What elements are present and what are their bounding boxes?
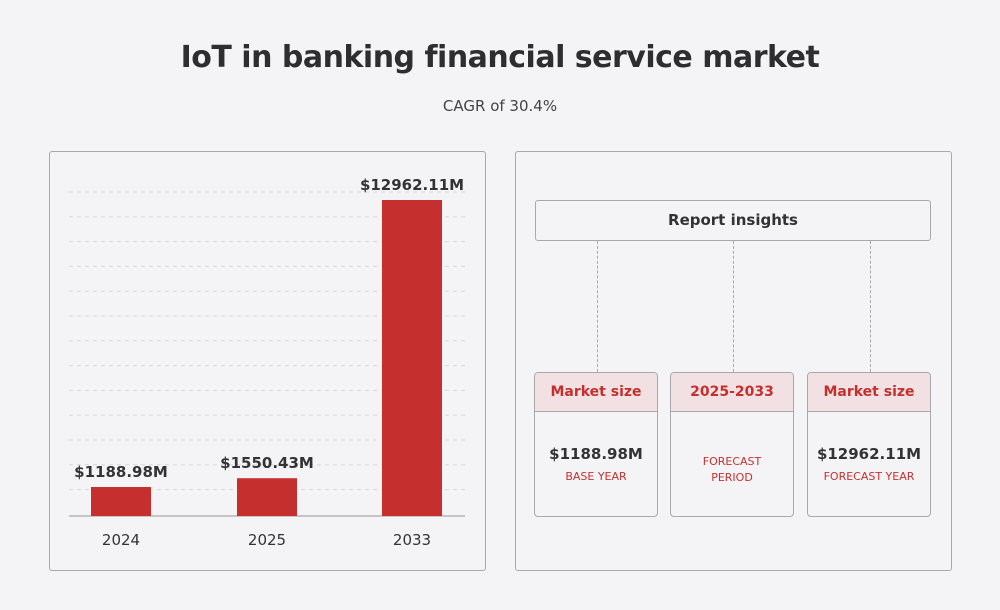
page-title: IoT in banking financial service market	[180, 40, 820, 75]
data-label: $12962.11M	[360, 176, 464, 194]
card-value: $1188.98M	[549, 445, 643, 463]
card-forecast-period: 2025-2033 FORECAST PERIOD	[670, 372, 794, 517]
card-label: FORECAST YEAR	[823, 470, 915, 483]
x-tick-label: 2024	[102, 531, 140, 549]
bar-2024	[91, 487, 151, 516]
x-tick-label: 2033	[393, 531, 431, 549]
card-label: FORECAST PERIOD	[702, 455, 762, 484]
bar-2025	[237, 478, 297, 516]
page-subtitle: CAGR of 30.4%	[442, 97, 558, 115]
connector-line	[733, 241, 734, 372]
card-header: 2025-2033	[671, 373, 793, 412]
card-forecast-year: Market size $12962.11M FORECAST YEAR	[807, 372, 931, 517]
card-value: $12962.11M	[816, 445, 922, 463]
report-insights-box: Report insights	[535, 200, 931, 241]
data-label: $1550.43M	[220, 454, 314, 472]
connector-line	[597, 241, 598, 372]
card-base-year: Market size $1188.98M BASE YEAR	[534, 372, 658, 517]
bar-2033	[382, 200, 442, 516]
card-label: BASE YEAR	[565, 470, 627, 483]
x-tick-label: 2025	[248, 531, 286, 549]
connector-line	[870, 241, 871, 372]
card-header: Market size	[808, 373, 930, 412]
data-label: $1188.98M	[74, 463, 168, 481]
card-header: Market size	[535, 373, 657, 412]
